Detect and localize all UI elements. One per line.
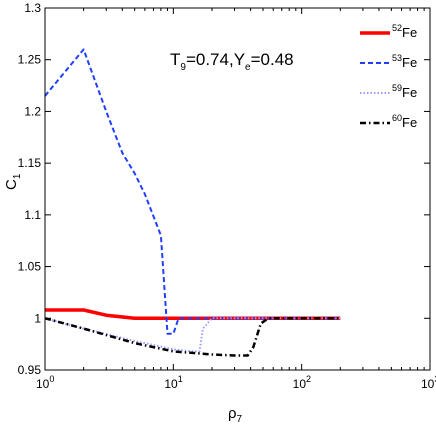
series-line-59Fe (44, 317, 341, 353)
x-tick-label-base: 10 (421, 377, 435, 391)
y-tick-label-1: 1 (34, 311, 41, 325)
x-tick-label-3: 103 (421, 374, 436, 391)
x-axis-title-sub: 7 (237, 414, 243, 425)
x-tick-label-2: 102 (293, 374, 311, 391)
annotation-t: T (170, 50, 180, 69)
x-tick-label-1: 101 (164, 374, 182, 391)
y-axis-title: C1 (3, 173, 23, 190)
y-axis-title-sub: 1 (12, 173, 23, 179)
annotation-y-sub: e (245, 62, 251, 73)
annotation-t-value: =0.74,Y (186, 50, 245, 69)
x-tick-label-base: 10 (164, 377, 178, 391)
series-line-60Fe (44, 317, 341, 357)
legend-mass: 52 (392, 23, 402, 33)
series-layer (44, 48, 341, 357)
y-axis-title-base: C (3, 179, 20, 190)
x-tick-label-0: 100 (36, 374, 54, 391)
x-tick-label-base: 10 (293, 377, 307, 391)
y-tick-label-6: 1.25 (18, 53, 42, 67)
annotation: T9=0.74,Ye=0.48 (170, 50, 294, 73)
plot-frame (44, 7, 431, 371)
y-tick-label-2: 1.05 (18, 260, 42, 274)
legend-mass: 60 (392, 113, 402, 123)
series-line-52Fe (45, 308, 341, 321)
y-tick-label-4: 1.15 (18, 156, 42, 170)
y-tick-label-5: 1.2 (24, 104, 41, 118)
y-tick-label-7: 1.3 (24, 1, 41, 15)
legend-label-53Fe: 53Fe (392, 53, 417, 70)
legend-label-52Fe: 52Fe (392, 23, 417, 40)
x-tick-label-exp: 2 (306, 374, 311, 384)
x-tick-label-exp: 3 (434, 374, 436, 384)
legend-label-59Fe: 59Fe (392, 83, 417, 100)
legend-label-60Fe: 60Fe (392, 113, 417, 130)
legend-mass: 53 (392, 53, 402, 63)
legend-element: Fe (402, 85, 417, 100)
legend-element: Fe (402, 55, 417, 70)
x-tick-label-exp: 0 (49, 374, 54, 384)
y-tick-label-0: 0.95 (18, 363, 42, 377)
x-tick-label-exp: 1 (178, 374, 183, 384)
series-line-53Fe (44, 48, 341, 335)
x-axis-title: ρ7 (228, 405, 243, 425)
x-tick-label-base: 10 (36, 377, 50, 391)
annotation-t-sub: 9 (180, 62, 186, 73)
svg-text:C1: C1 (3, 173, 23, 190)
legend-element: Fe (402, 25, 417, 40)
legend-element: Fe (402, 115, 417, 130)
y-tick-label-3: 1.1 (24, 208, 41, 222)
annotation-y-value: =0.48 (251, 50, 294, 69)
legend-mass: 59 (392, 83, 402, 93)
x-axis-title-base: ρ (228, 405, 237, 422)
